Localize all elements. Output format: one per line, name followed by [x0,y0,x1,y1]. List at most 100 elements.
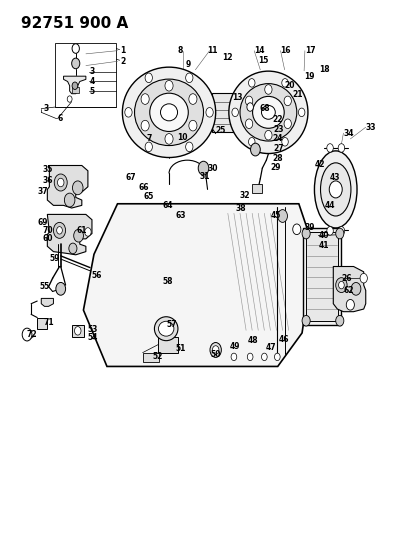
Circle shape [249,78,255,87]
Text: 70: 70 [42,226,53,235]
Circle shape [189,120,197,131]
Circle shape [186,73,193,83]
Text: 68: 68 [259,103,270,112]
Text: 10: 10 [177,133,188,142]
Circle shape [298,108,305,117]
Circle shape [278,209,287,222]
Circle shape [302,316,310,326]
Text: 61: 61 [77,226,88,235]
Text: 23: 23 [273,125,284,134]
Circle shape [165,80,173,91]
Text: 22: 22 [272,115,283,124]
Circle shape [145,73,152,83]
Text: 6: 6 [57,114,63,123]
Text: 16: 16 [280,46,291,55]
Text: 34: 34 [344,128,354,138]
Circle shape [336,228,344,239]
Circle shape [57,178,64,187]
Text: 15: 15 [258,56,269,65]
Circle shape [251,143,260,156]
Polygon shape [212,93,244,132]
Circle shape [262,353,267,361]
Circle shape [247,103,254,111]
Text: 8: 8 [177,46,182,55]
Circle shape [186,142,193,152]
Text: 2: 2 [120,57,126,66]
Circle shape [284,119,291,128]
Ellipse shape [321,163,351,216]
Polygon shape [333,266,366,312]
Ellipse shape [158,321,174,336]
Text: 19: 19 [304,72,315,81]
Text: 11: 11 [208,46,218,55]
Circle shape [56,282,66,295]
Circle shape [198,161,209,175]
Circle shape [206,108,213,117]
Circle shape [336,316,344,326]
Circle shape [327,144,333,152]
Circle shape [249,138,255,146]
Text: 59: 59 [49,254,60,263]
Ellipse shape [229,71,308,154]
Polygon shape [83,204,314,367]
Ellipse shape [262,106,275,119]
Circle shape [245,96,253,106]
Circle shape [338,144,345,152]
Text: 39: 39 [304,223,315,232]
Polygon shape [37,318,47,329]
Bar [252,183,263,193]
Circle shape [165,134,173,144]
Text: 71: 71 [43,318,54,327]
Text: 21: 21 [293,90,303,99]
Text: 58: 58 [162,277,173,286]
Text: 5: 5 [90,86,95,95]
Text: 50: 50 [210,350,221,359]
Ellipse shape [253,96,284,128]
Polygon shape [47,165,88,208]
Circle shape [245,119,253,128]
Text: 42: 42 [315,160,326,169]
Text: 4: 4 [90,77,95,86]
Polygon shape [41,298,53,306]
Text: 35: 35 [42,165,53,174]
Text: 1: 1 [120,46,126,55]
Circle shape [85,228,91,236]
Circle shape [339,281,344,289]
Text: 54: 54 [88,333,98,342]
Text: 55: 55 [39,282,50,291]
Ellipse shape [315,151,357,228]
Bar [72,87,79,93]
Text: 69: 69 [37,219,48,228]
Text: 9: 9 [185,60,190,69]
Text: 30: 30 [208,164,218,173]
Ellipse shape [154,317,178,341]
Bar [303,228,341,325]
Text: 56: 56 [92,271,102,279]
Text: 57: 57 [166,320,177,329]
Circle shape [302,228,310,239]
Circle shape [64,193,75,207]
Text: 13: 13 [232,93,243,102]
Circle shape [69,243,77,254]
Circle shape [210,343,221,358]
Circle shape [74,327,81,335]
Circle shape [351,282,361,295]
Text: 27: 27 [273,144,284,153]
Circle shape [57,227,62,234]
Text: 38: 38 [235,204,246,213]
Text: 92751 900 A: 92751 900 A [21,15,128,30]
Text: 14: 14 [254,46,265,55]
Ellipse shape [123,67,216,158]
Text: 51: 51 [175,344,186,353]
Text: 20: 20 [284,81,295,90]
Polygon shape [72,325,84,337]
Text: 52: 52 [153,352,163,361]
Circle shape [72,44,79,53]
Text: 25: 25 [216,126,226,135]
Circle shape [293,224,301,235]
Polygon shape [47,214,92,255]
Circle shape [22,328,32,341]
Polygon shape [63,76,86,94]
Text: 26: 26 [341,274,352,283]
Ellipse shape [135,79,204,146]
